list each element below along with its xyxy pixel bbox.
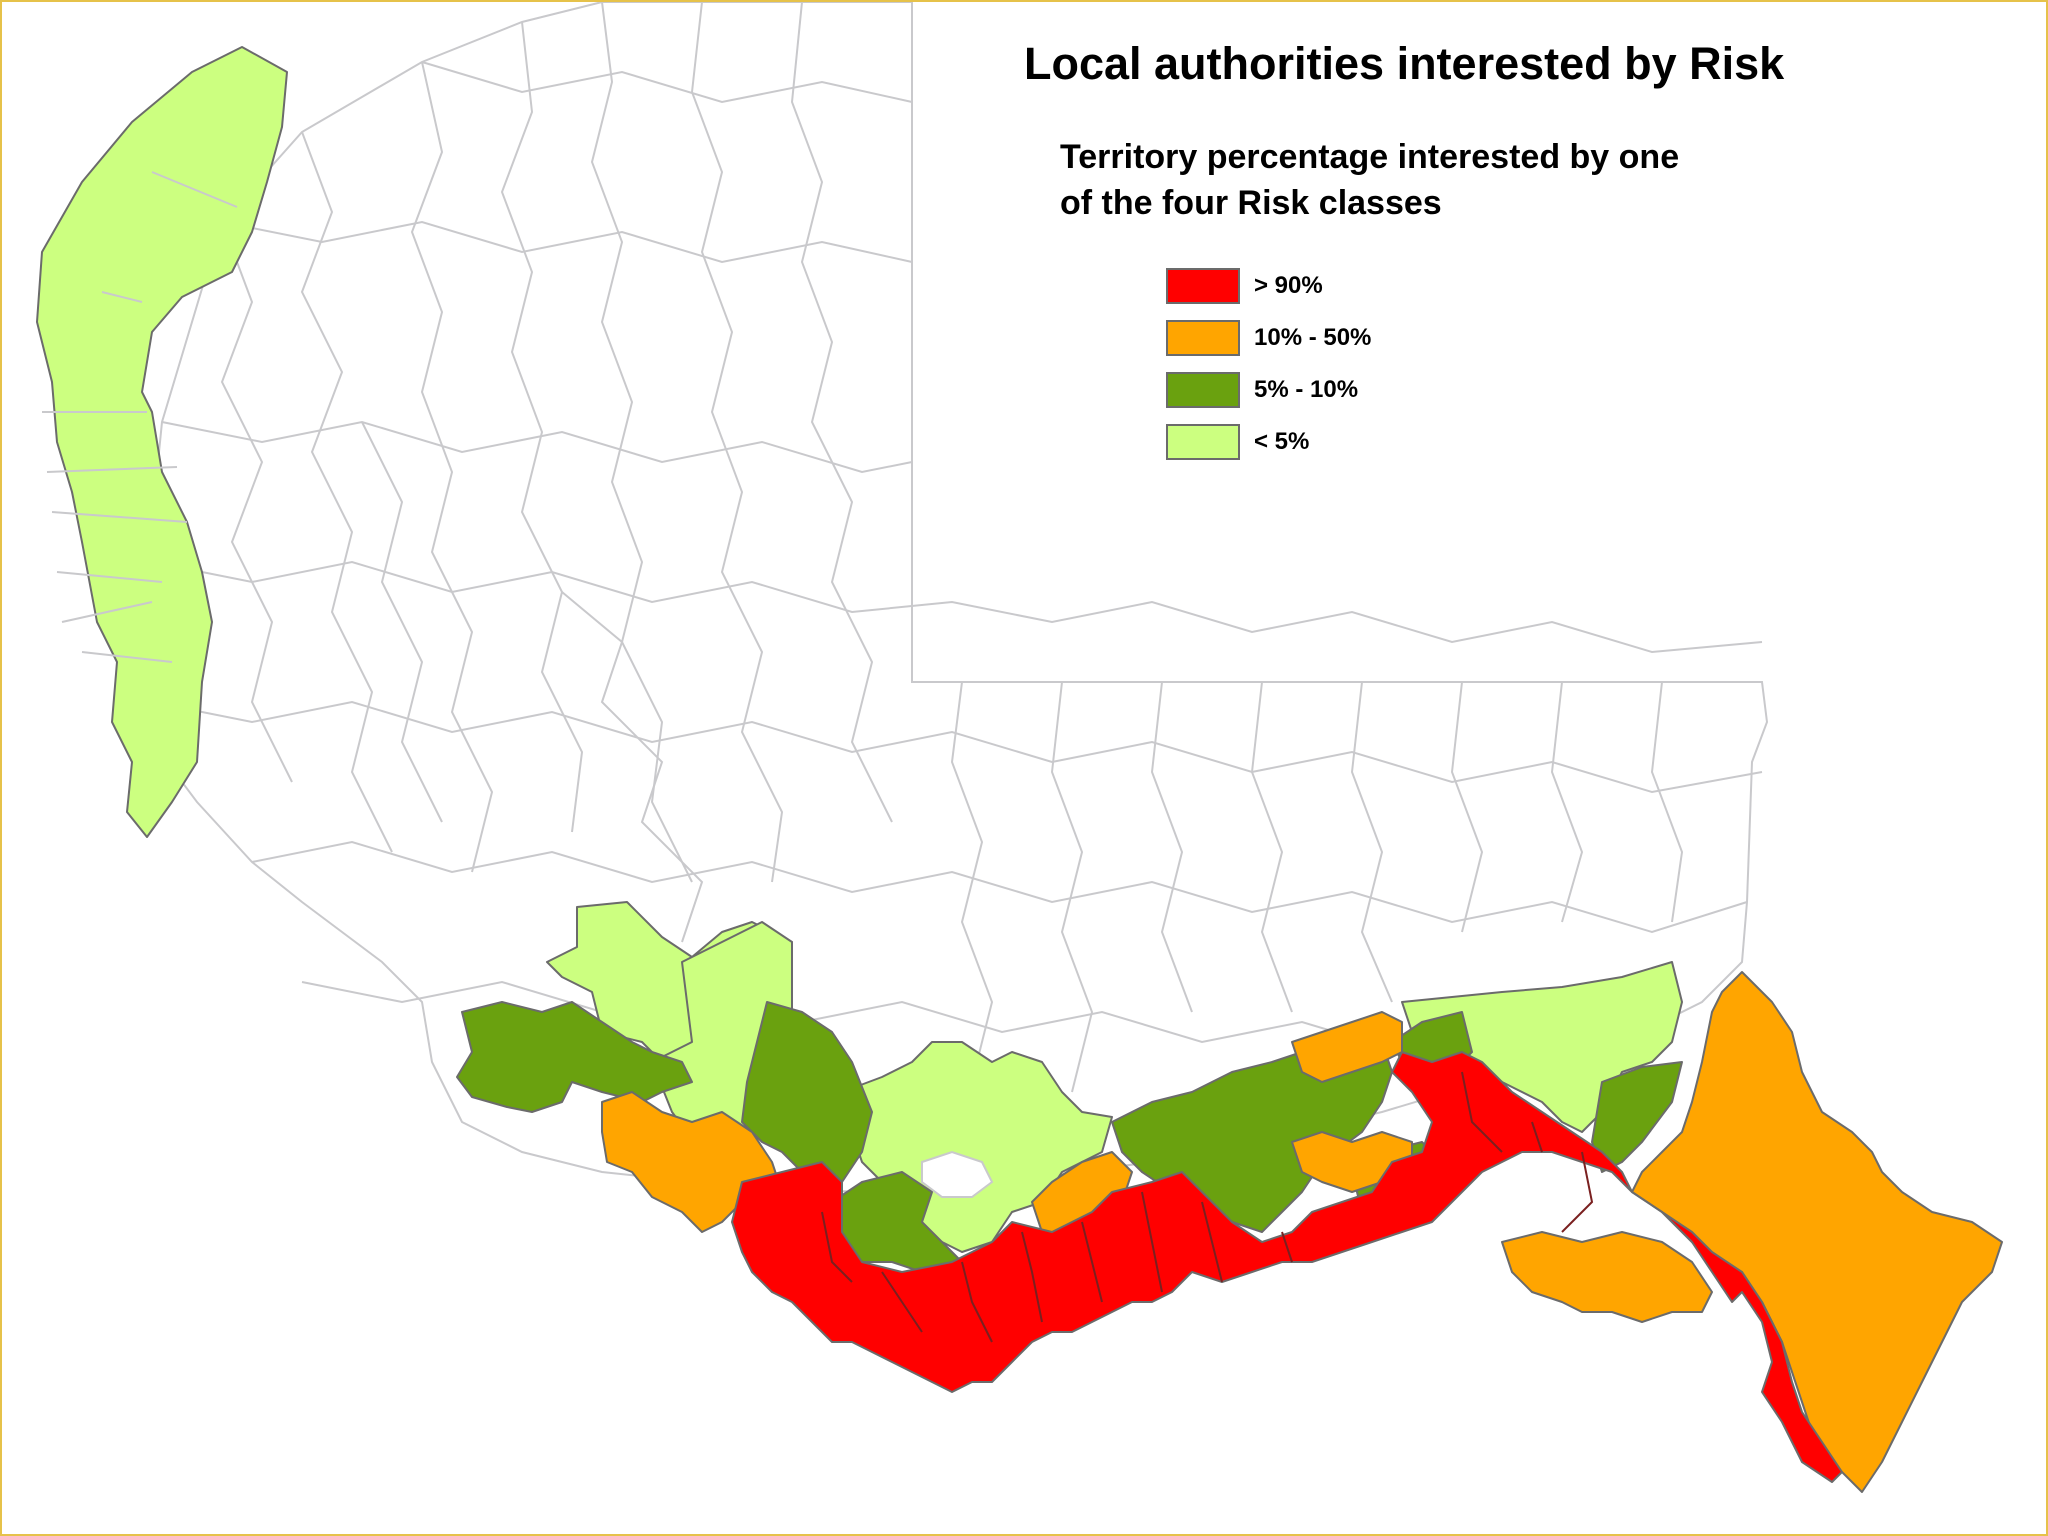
legend-item-gt90[interactable]: > 90%	[1166, 260, 1780, 312]
legend-swatch-10-50	[1166, 320, 1240, 356]
legend: Territory percentage interested by one o…	[1060, 134, 1780, 468]
southern-risk-belt	[456, 901, 2003, 1493]
western-coastal-strip	[36, 46, 288, 838]
legend-label-5-10: 5% - 10%	[1254, 376, 1359, 403]
legend-item-5-10[interactable]: 5% - 10%	[1166, 364, 1780, 416]
municipal-boundaries	[151, 2, 1763, 1093]
map-title: Local authorities interested by Risk	[1024, 38, 1785, 89]
risk-area-10-50-5[interactable]	[1631, 971, 2003, 1493]
white-enclave	[921, 1150, 994, 1198]
risk-area-5-10-1[interactable]	[456, 1001, 693, 1113]
legend-title-line-1: Territory percentage interested by one	[1060, 138, 1680, 176]
risk-area-10-50-6[interactable]	[1501, 1231, 1713, 1323]
legend-item-lt5[interactable]: < 5%	[1166, 416, 1780, 468]
risk-area-lt5-west[interactable]	[36, 46, 288, 838]
legend-label-10-50: 10% - 50%	[1254, 324, 1372, 351]
legend-title: Territory percentage interested by one o…	[1060, 134, 1780, 226]
legend-item-10-50[interactable]: 10% - 50%	[1166, 312, 1780, 364]
legend-swatch-5-10	[1166, 372, 1240, 408]
legend-label-gt90: > 90%	[1254, 272, 1323, 299]
risk-area-gt90-1[interactable]	[731, 1051, 1843, 1483]
base-territory	[140, 2, 1769, 1194]
legend-swatch-gt90	[1166, 268, 1240, 304]
red-internal-boundaries	[821, 1071, 1594, 1343]
legend-title-line-2: of the four Risk classes	[1060, 184, 1442, 222]
legend-label-lt5: < 5%	[1254, 428, 1310, 455]
legend-items: > 90% 10% - 50% 5% - 10% < 5%	[1166, 260, 1780, 468]
legend-swatch-lt5	[1166, 424, 1240, 460]
